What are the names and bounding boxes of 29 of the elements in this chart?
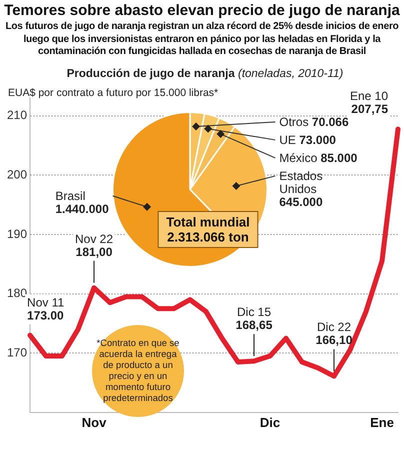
slice-label: Estados Unidos <box>279 168 323 196</box>
y-tick-label: 190 <box>6 226 28 241</box>
data-label: 70.066 <box>312 114 349 129</box>
slice-label: Brasil <box>55 188 86 203</box>
data-label: Dic 22 166,10 <box>316 320 353 348</box>
data-label: Nov 11 173.00 <box>27 295 64 322</box>
data-label: 73.000 <box>299 132 336 147</box>
data-label: 1.440.000 <box>55 202 110 216</box>
slice-label: Otros <box>279 114 312 129</box>
chart-title: Producción de jugo de naranja <box>66 68 235 80</box>
chart-subtitle: (toneladas, 2010-11) <box>238 68 344 80</box>
x-tick-label: Dic <box>260 414 280 430</box>
y-axis-title: EUA$ por contrato a futuro por 15.000 libras* <box>8 87 218 99</box>
data-label: Dic 15 168,65 <box>236 305 273 332</box>
y-tick-label: 200 <box>6 167 28 182</box>
data-label: Nov 22 181,00 <box>75 232 114 259</box>
annotation: Total mundial 2.313.066 ton <box>166 214 250 244</box>
x-tick-label: Nov <box>82 414 108 430</box>
data-label: Ene 10 207,75 <box>350 89 388 116</box>
slice-label: UE <box>279 132 300 147</box>
slice-label: México <box>279 150 321 165</box>
y-tick-label: 180 <box>6 286 28 300</box>
data-label: 645.000 <box>279 194 323 209</box>
chart-title: Temores sobre abasto elevan precio de jugo de naranja <box>3 2 401 19</box>
x-tick-label: Ene <box>370 414 394 430</box>
y-tick-label: 210 <box>6 108 28 122</box>
y-tick-label: 170 <box>6 345 28 360</box>
data-label: 85.000 <box>320 150 358 165</box>
chart-subtitle: Los futuros de jugo de naranja registran un alza récord de 25% desde inicios de enero luego que los inversionistas entraron en pánico por las heladas en Florida y la contaminación con fungicidas hallada en cosechas de naranja de Brasil <box>4 21 400 58</box>
